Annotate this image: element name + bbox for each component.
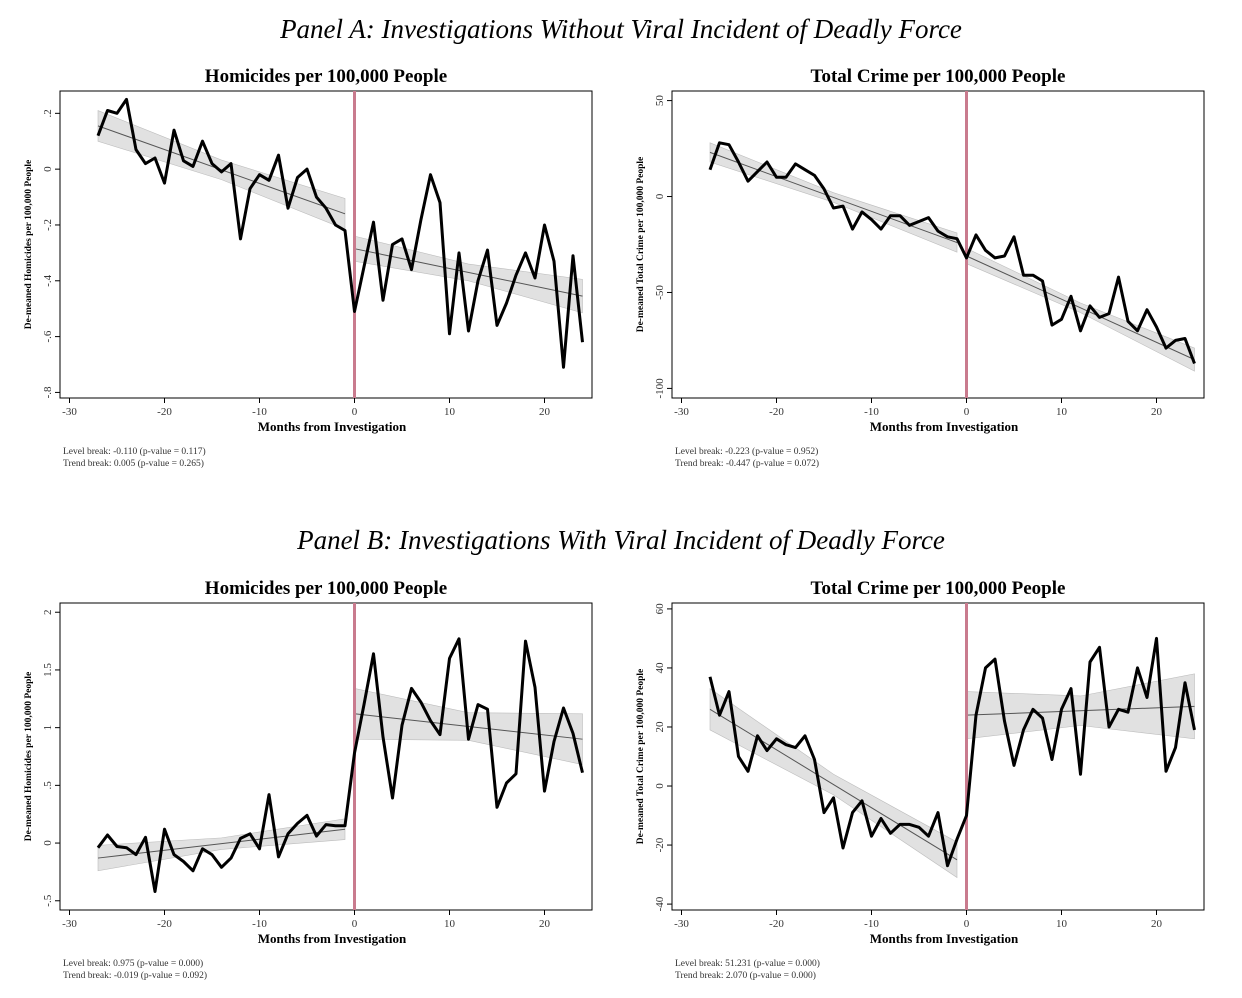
fit-line-pre (97, 828, 346, 859)
y-tick-label: .5 (42, 781, 54, 790)
data-series-line (708, 636, 1196, 868)
x-tick-label: -10 (864, 406, 879, 418)
x-tick-label: 20 (539, 918, 551, 930)
y-tick-label: 0 (654, 193, 666, 199)
y-tick-label: -100 (654, 378, 666, 399)
x-tick-label: 0 (964, 406, 970, 418)
y-tick-label: 0 (42, 840, 54, 846)
y-tick-label: 20 (654, 721, 666, 733)
x-tick-label: -20 (157, 918, 172, 930)
trend-break-note: Trend break: 2.070 (p-value = 0.000) (675, 970, 816, 981)
y-tick-label: 1.5 (42, 663, 54, 677)
y-tick-label: -.2 (42, 219, 54, 231)
chart-title: Homicides per 100,000 People (205, 578, 447, 599)
x-tick-label: -30 (62, 406, 77, 418)
chart-b-homicides: Homicides per 100,000 People -30 -20 -10 0 10… (10, 570, 610, 990)
chart-svg: Total Crime per 100,000 People -30 -20 -10 0… (636, 578, 1205, 981)
x-tick-label: 20 (539, 406, 551, 418)
level-break-note: Level break: 51.231 (p-value = 0.000) (675, 958, 820, 969)
panel-b-title: Panel B: Investigations With Viral Incid… (297, 525, 945, 555)
x-tick-label: 10 (444, 406, 456, 418)
y-axis-label: De-meaned Homicides per 100,000 People (24, 672, 34, 841)
y-tick-label: 50 (654, 95, 666, 107)
level-break-note: Level break: 0.975 (p-value = 0.000) (63, 958, 203, 969)
x-tick-label: -20 (157, 406, 172, 418)
x-axis-label: Months from Investigation (870, 419, 1019, 434)
x-tick-label: 10 (1056, 406, 1068, 418)
chart-b-total-crime: Total Crime per 100,000 People -30 -20 -10 0… (622, 570, 1222, 990)
trend-break-note: Trend break: 0.005 (p-value = 0.265) (63, 458, 204, 469)
y-tick-label: -50 (654, 285, 666, 300)
x-axis-label: Months from Investigation (258, 931, 407, 946)
fit-line-pre (709, 708, 958, 861)
x-tick-label: 20 (1151, 406, 1163, 418)
x-tick-label: 0 (352, 406, 358, 418)
x-tick-label: 20 (1151, 918, 1163, 930)
y-axis-label: De-meaned Total Crime per 100,000 People (636, 669, 646, 845)
level-break-note: Level break: -0.110 (p-value = 0.117) (63, 446, 206, 457)
chart-a-total-crime: Total Crime per 100,000 People -30 -20 -10 0… (622, 58, 1222, 478)
x-tick-label: -20 (769, 406, 784, 418)
y-tick-label: -40 (654, 896, 666, 911)
y-tick-label: 60 (654, 603, 666, 615)
data-series-line (96, 97, 584, 369)
x-tick-label: -10 (864, 918, 879, 930)
y-axis-label: De-meaned Total Crime per 100,000 People (636, 157, 646, 333)
y-tick-label: -.8 (42, 386, 54, 398)
fit-line-pre (97, 125, 346, 215)
fit-line-post (354, 248, 583, 297)
trend-break-note: Trend break: -0.447 (p-value = 0.072) (675, 458, 819, 469)
plot-area (59, 602, 593, 911)
chart-svg: Homicides per 100,000 People-30 -20 -10 0 10… (24, 578, 593, 981)
y-tick-label: -.4 (42, 274, 54, 286)
x-axis-label: Months from Investigation (258, 419, 407, 434)
x-tick-label: -30 (62, 918, 77, 930)
y-tick-label: -20 (654, 837, 666, 852)
fit-line-post (966, 255, 1195, 361)
y-tick-label: -.5 (42, 894, 54, 906)
x-tick-label: 10 (444, 918, 456, 930)
chart-svg: Homicides per 100,000 People -30 -20 -10 0 10… (24, 66, 593, 469)
x-tick-label: 0 (352, 918, 358, 930)
x-tick-label: -10 (252, 406, 267, 418)
chart-title: Total Crime per 100,000 People (811, 66, 1066, 87)
x-tick-label: 0 (964, 918, 970, 930)
level-break-note: Level break: -0.223 (p-value = 0.952) (675, 446, 818, 457)
y-axis-label: De-meaned Homicides per 100,000 People (24, 160, 34, 329)
y-tick-label: 0 (654, 783, 666, 789)
y-tick-label: 40 (654, 662, 666, 674)
y-tick-label: 0 (42, 166, 54, 172)
data-series-line (708, 141, 1196, 365)
chart-a-homicides: Homicides per 100,000 People -30 -20 -10 0 10… (10, 58, 610, 478)
chart-svg: Total Crime per 100,000 People-30 -20 -10 0… (636, 66, 1205, 469)
x-tick-label: -30 (674, 406, 689, 418)
data-series-line (96, 637, 584, 893)
chart-title: Total Crime per 100,000 People (811, 578, 1066, 599)
x-axis-label: Months from Investigation (870, 931, 1019, 946)
y-tick-label: 1 (42, 725, 54, 731)
y-tick-label: -.6 (42, 330, 54, 342)
trend-break-note: Trend break: -0.019 (p-value = 0.092) (63, 970, 207, 981)
y-tick-label: .2 (42, 109, 54, 117)
x-tick-label: -20 (769, 918, 784, 930)
chart-title: Homicides per 100,000 People (205, 66, 447, 87)
x-tick-label: -10 (252, 918, 267, 930)
x-tick-label: 10 (1056, 918, 1068, 930)
y-tick-label: 2 (42, 609, 54, 615)
x-tick-label: -30 (674, 918, 689, 930)
fit-line-pre (709, 151, 958, 244)
panel-a-title: Panel A: Investigations Without Viral In… (280, 14, 962, 44)
